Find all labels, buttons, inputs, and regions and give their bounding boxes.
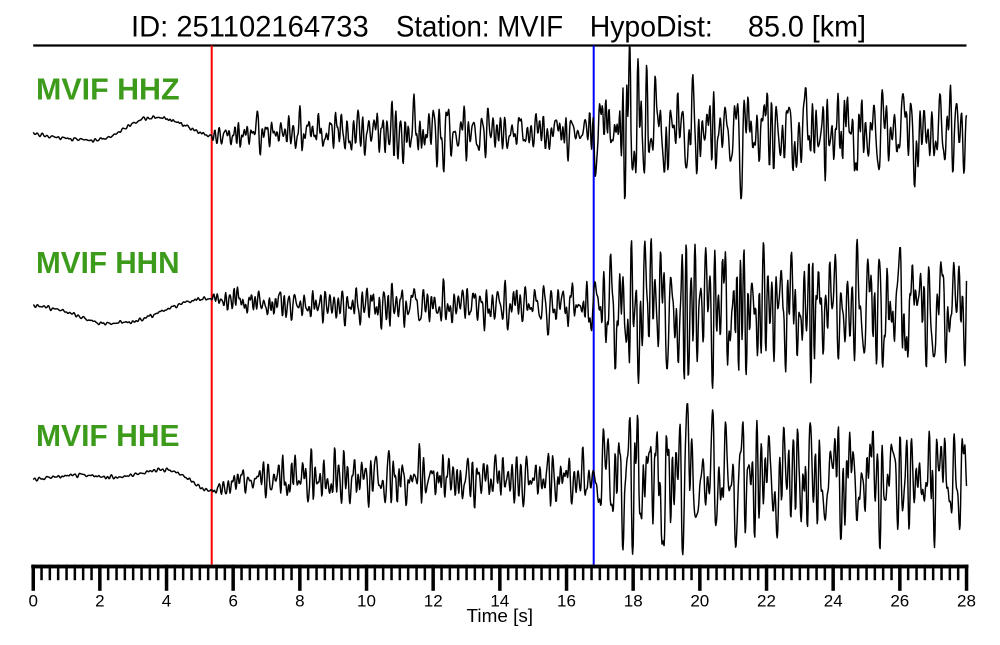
svg-text:24: 24 <box>824 591 843 610</box>
svg-text:0: 0 <box>28 591 37 610</box>
svg-text:4: 4 <box>162 591 171 610</box>
svg-text:ID: 251102164733: ID: 251102164733 <box>131 11 369 44</box>
svg-text:14: 14 <box>490 591 509 610</box>
svg-text:HypoDist:: HypoDist: <box>590 11 713 44</box>
svg-text:MVIF HHN: MVIF HHN <box>36 247 180 280</box>
svg-text:28: 28 <box>957 591 976 610</box>
svg-text:22: 22 <box>757 591 776 610</box>
svg-text:85.0 [km]: 85.0 [km] <box>748 11 866 44</box>
svg-text:16: 16 <box>557 591 576 610</box>
svg-text:10: 10 <box>357 591 376 610</box>
svg-text:8: 8 <box>295 591 304 610</box>
svg-text:Station: MVIF: Station: MVIF <box>396 11 563 44</box>
svg-text:20: 20 <box>690 591 709 610</box>
svg-text:18: 18 <box>624 591 643 610</box>
svg-text:12: 12 <box>424 591 443 610</box>
svg-text:MVIF HHE: MVIF HHE <box>36 420 180 453</box>
svg-text:6: 6 <box>228 591 237 610</box>
svg-text:MVIF HHZ: MVIF HHZ <box>36 74 180 107</box>
svg-text:Time [s]: Time [s] <box>467 605 534 626</box>
svg-text:26: 26 <box>890 591 909 610</box>
svg-text:2: 2 <box>95 591 104 610</box>
